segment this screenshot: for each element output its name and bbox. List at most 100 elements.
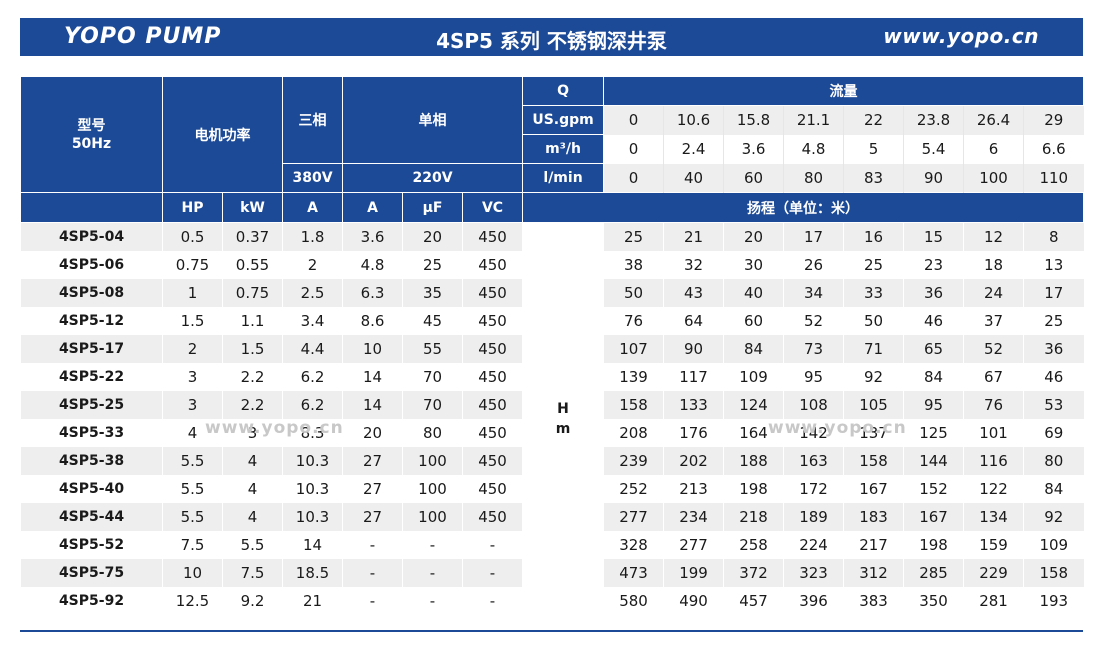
flow-value: 80 (783, 163, 844, 193)
motor-cell: 450 (461, 475, 523, 503)
header-model: 型号 50Hz (20, 76, 163, 193)
head-value-cell: 95 (783, 363, 844, 391)
head-value-cell: 109 (723, 363, 784, 391)
table-row: 4SP5-04 0.5 0.37 1.8 3.6 20 450 H m 25 21 20 17 16 15… (20, 222, 1084, 615)
flow-value: 0 (603, 134, 664, 164)
flow-value: 26.4 (963, 105, 1024, 135)
flow-value: 6 (963, 134, 1024, 164)
head-value-cell: 26 (783, 251, 844, 279)
head-value-cell: 133 (663, 391, 724, 419)
table-row: 4SP5-38 5.5 4 10.3 27 100 450 239 202 188 163 158 14… (20, 447, 1084, 475)
head-value-cell: 167 (843, 475, 904, 503)
motor-cell: - (342, 531, 403, 559)
flow-value: 5 (843, 134, 904, 164)
motor-cell: 9.2 (222, 587, 283, 615)
motor-cell: 8.6 (342, 307, 403, 335)
flow-value: 22 (843, 105, 904, 135)
flow-value: 100 (963, 163, 1024, 193)
head-value-cell: 208 (603, 419, 664, 447)
header-amp-380v: A (282, 192, 343, 223)
head-value-cell: 65 (903, 335, 964, 363)
head-value-cell: 229 (963, 559, 1024, 587)
head-value-cell: 84 (903, 363, 964, 391)
model-cell: 4SP5-12 (20, 307, 163, 335)
head-value-cell: 36 (903, 279, 964, 307)
head-value-cell: 312 (843, 559, 904, 587)
head-value-cell: 32 (663, 251, 724, 279)
head-value-cell: 172 (783, 475, 844, 503)
flow-value: 4.8 (783, 134, 844, 164)
motor-cell: 3.6 (342, 222, 403, 251)
motor-cell: 14 (342, 363, 403, 391)
head-value-cell: 124 (723, 391, 784, 419)
motor-cell: 450 (461, 419, 523, 447)
header-single-phase: 单相 (341, 76, 524, 164)
head-value-cell: 125 (903, 419, 964, 447)
flow-value: 60 (723, 163, 784, 193)
flow-value: 15.8 (723, 105, 784, 135)
header-amp-220v: A (342, 192, 403, 223)
head-value-cell: 34 (783, 279, 844, 307)
head-value-cell: 15 (903, 222, 964, 251)
flow-value: 6.6 (1023, 134, 1084, 164)
head-value-cell: 109 (1023, 531, 1084, 559)
head-value-cell: 33 (843, 279, 904, 307)
motor-cell: 18.5 (282, 559, 343, 587)
head-value-cell: 277 (663, 531, 724, 559)
motor-cell: 0.5 (162, 222, 223, 251)
head-value-cell: 457 (723, 587, 784, 615)
table-row: 4SP5-25 3 2.2 6.2 14 70 450 158 133 124 108 105 95 76… (20, 391, 1084, 419)
motor-cell: 1.5 (162, 307, 223, 335)
header-vc: VC (461, 192, 524, 223)
head-value-cell: 16 (843, 222, 904, 251)
motor-cell: 5.5 (162, 475, 223, 503)
model-cell: 4SP5-17 (20, 335, 163, 363)
motor-cell: 4 (222, 475, 283, 503)
motor-cell: 450 (461, 335, 523, 363)
head-value-cell: 372 (723, 559, 784, 587)
table-row: 4SP5-08 1 0.75 2.5 6.3 35 450 50 43 40 34 33 36 24 17 (20, 279, 1084, 307)
flow-value: 0 (603, 105, 664, 135)
motor-cell: - (461, 531, 523, 559)
header-flow: 流量 (603, 76, 1085, 106)
head-value-cell: 13 (1023, 251, 1084, 279)
motor-cell: - (342, 559, 403, 587)
table-row: 4SP5-17 2 1.5 4.4 10 55 450 107 90 84 73 71 65 52 36 (20, 335, 1084, 363)
head-value-cell: 490 (663, 587, 724, 615)
motor-cell: 10 (342, 335, 403, 363)
head-value-cell: 116 (963, 447, 1024, 475)
model-cell: 4SP5-38 (20, 447, 163, 475)
motor-cell: 45 (402, 307, 463, 335)
page-title: 4SP5 系列 不锈钢深井泵 (436, 29, 667, 53)
head-value-cell: 25 (843, 251, 904, 279)
head-value-cell: 277 (603, 503, 664, 531)
head-value-cell: 64 (663, 307, 724, 335)
flow-value: 23.8 (903, 105, 964, 135)
motor-cell: 450 (461, 363, 523, 391)
motor-cell: 70 (402, 363, 463, 391)
header-motor-power: 电机功率 (162, 76, 283, 193)
head-value-cell: 239 (603, 447, 664, 475)
head-value-cell: 38 (603, 251, 664, 279)
model-cell: 4SP5-22 (20, 363, 163, 391)
flow-value: 83 (843, 163, 904, 193)
motor-cell: 2.2 (222, 391, 283, 419)
head-value-cell: 122 (963, 475, 1024, 503)
brand-logo-text: YOPO PUMP (64, 24, 222, 49)
motor-cell: 450 (461, 251, 523, 279)
head-value-cell: 17 (783, 222, 844, 251)
head-value-cell: 580 (603, 587, 664, 615)
head-value-cell: 328 (603, 531, 664, 559)
motor-cell: 4 (222, 503, 283, 531)
head-value-cell: 137 (843, 419, 904, 447)
head-value-cell: 60 (723, 307, 784, 335)
head-value-cell: 23 (903, 251, 964, 279)
table-row: 4SP5-33 4 3 8.3 20 80 450 208 176 164 142 137 125 101… (20, 419, 1084, 447)
head-value-cell: 396 (783, 587, 844, 615)
motor-cell: 27 (342, 475, 403, 503)
header-three-phase: 三相 (282, 76, 343, 164)
motor-cell: 5.5 (162, 503, 223, 531)
motor-cell: 4 (222, 447, 283, 475)
motor-cell: 20 (342, 419, 403, 447)
head-value-cell: 218 (723, 503, 784, 531)
